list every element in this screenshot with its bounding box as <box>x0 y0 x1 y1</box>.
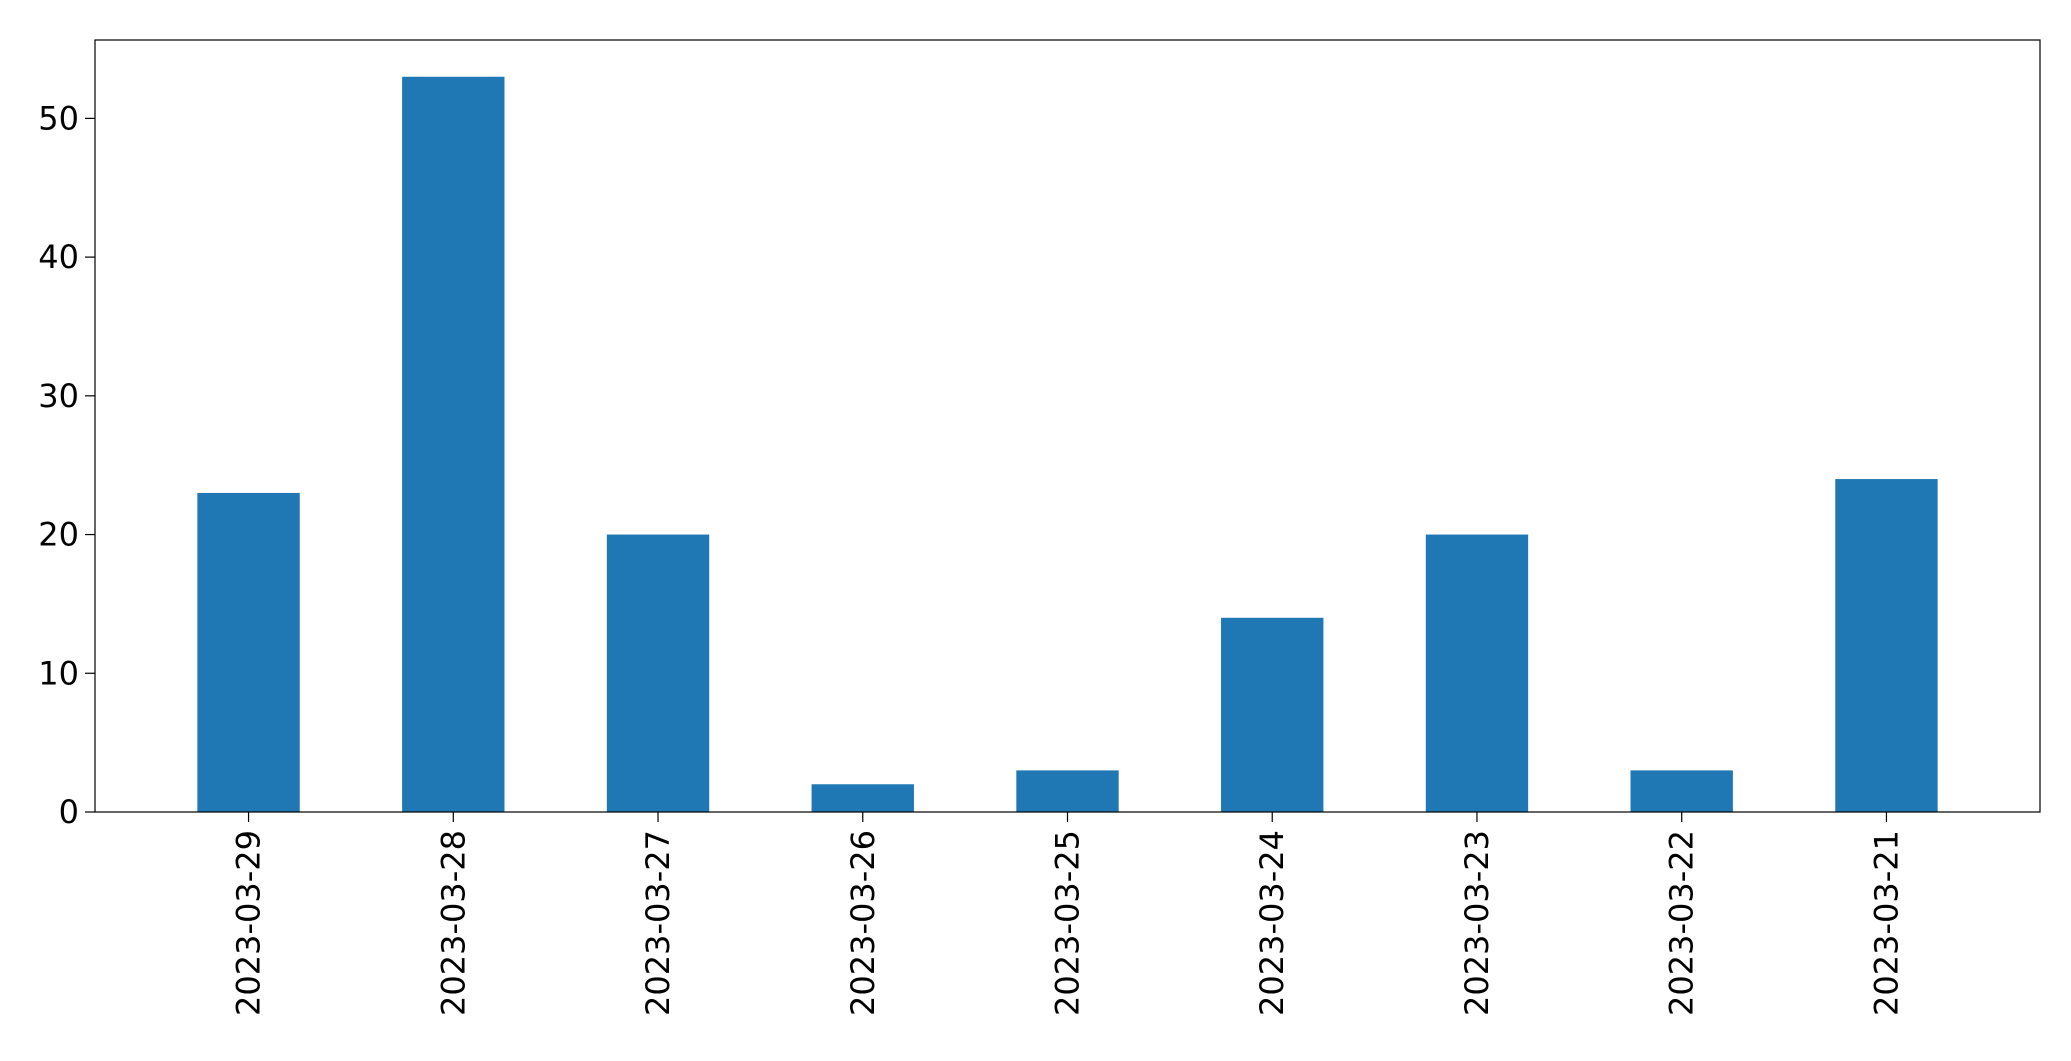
y-tick-label: 0 <box>59 793 79 831</box>
bar-2023-03-29 <box>197 492 300 812</box>
bar-2023-03-23 <box>1425 534 1529 812</box>
bar-2023-03-28 <box>402 76 505 812</box>
y-tick-label: 40 <box>38 238 79 276</box>
y-tick-label: 20 <box>38 516 79 554</box>
x-tick-label: 2023-03-22 <box>1663 830 1701 1016</box>
x-tick-label: 2023-03-28 <box>434 830 472 1016</box>
plot-frame <box>94 39 2041 813</box>
x-tick-label: 2023-03-25 <box>1049 830 1087 1016</box>
y-tick-label: 30 <box>38 377 79 415</box>
y-axis: 0 10 20 30 40 50 <box>38 99 95 831</box>
bar-2023-03-24 <box>1221 617 1324 812</box>
x-axis: 2023-03-29 2023-03-28 2023-03-27 2023-03-26… <box>230 812 1905 1016</box>
x-tick-label: 2023-03-29 <box>230 830 268 1016</box>
x-tick-label: 2023-03-23 <box>1458 830 1496 1016</box>
y-tick-label: 50 <box>38 99 79 137</box>
bar-2023-03-27 <box>606 534 710 812</box>
x-tick-label: 2023-03-26 <box>844 830 882 1016</box>
y-tick-label: 10 <box>38 654 79 692</box>
bar-2023-03-21 <box>1835 479 1938 812</box>
bar-2023-03-26 <box>811 784 914 812</box>
x-tick-label: 2023-03-27 <box>639 830 677 1016</box>
x-tick-label: 2023-03-24 <box>1253 830 1291 1016</box>
bar-2023-03-22 <box>1630 770 1733 812</box>
x-tick-label: 2023-03-21 <box>1867 830 1905 1016</box>
bars-group <box>197 76 1938 812</box>
bar-2023-03-25 <box>1016 770 1119 812</box>
